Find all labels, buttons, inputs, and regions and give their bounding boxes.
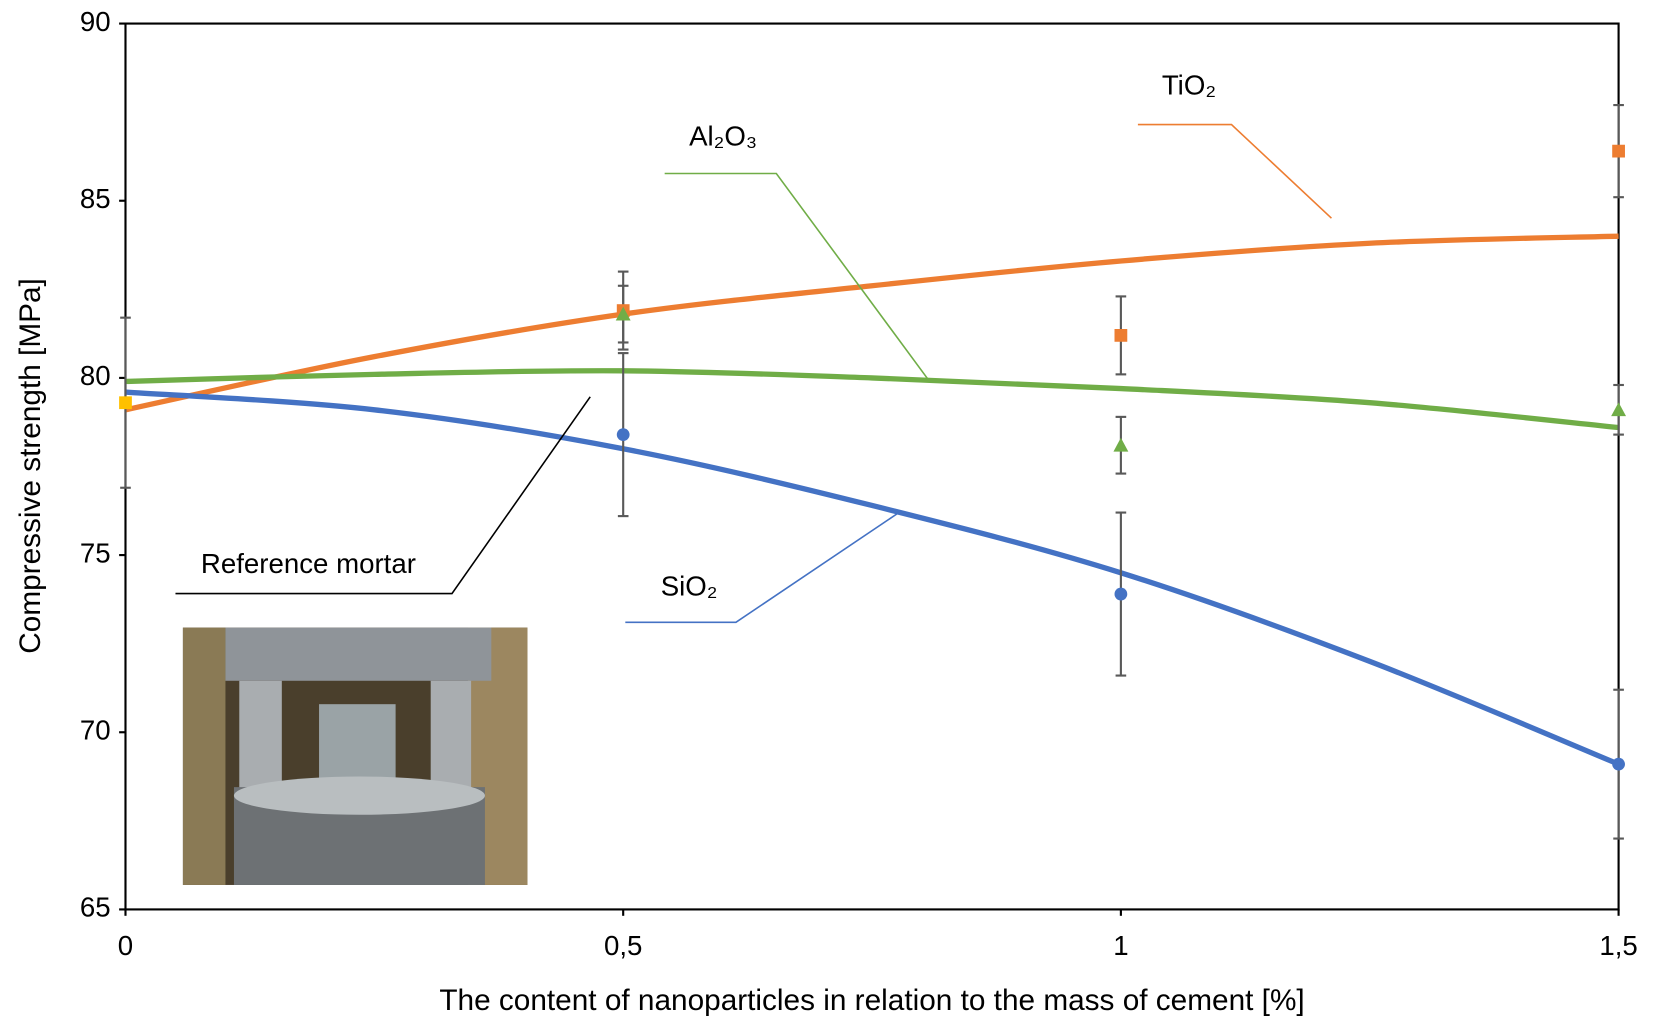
- photo-press-top: [225, 627, 492, 681]
- photo-column: [430, 680, 472, 798]
- trend-line: [124, 233, 1619, 413]
- data-point: [615, 306, 631, 321]
- photo-wall: [182, 627, 226, 885]
- y-tick-label: 85: [80, 183, 111, 214]
- x-tick-label: 1,5: [1599, 930, 1637, 961]
- photo-column: [239, 680, 282, 798]
- y-tick-label: 90: [80, 6, 111, 37]
- trend-line: [125, 389, 1620, 767]
- data-point: [1611, 402, 1627, 417]
- x-tick-label: 1: [1113, 930, 1128, 961]
- data-point: [1113, 437, 1129, 452]
- y-tick-label: 80: [80, 360, 111, 391]
- series-label: TiO₂: [1162, 70, 1216, 101]
- series-label: SiO₂: [661, 571, 718, 602]
- y-tick-label: 75: [80, 537, 111, 568]
- leader-line: [1137, 123, 1332, 219]
- data-point: [119, 396, 132, 410]
- data-point: [1114, 329, 1128, 342]
- series-label: Reference mortar: [201, 548, 416, 579]
- photo-inset: [182, 627, 528, 885]
- data-point: [1612, 757, 1625, 771]
- series-label: Al₂O₃: [689, 121, 757, 152]
- data-point: [1114, 587, 1128, 601]
- photo-debris: [233, 776, 485, 815]
- data-point: [1612, 144, 1625, 158]
- leader-line: [625, 512, 900, 624]
- data-point: [616, 428, 630, 441]
- trend-line: [125, 368, 1619, 431]
- x-tick-label: 0: [118, 930, 133, 961]
- x-axis-label: The content of nanoparticles in relation…: [439, 984, 1304, 1017]
- y-tick-label: 65: [80, 892, 111, 923]
- y-axis-label: Compressive strength [MPa]: [14, 278, 47, 654]
- leader-line: [175, 396, 591, 595]
- y-tick-label: 70: [80, 715, 111, 746]
- x-tick-label: 0,5: [604, 930, 642, 961]
- leader-line: [664, 172, 930, 381]
